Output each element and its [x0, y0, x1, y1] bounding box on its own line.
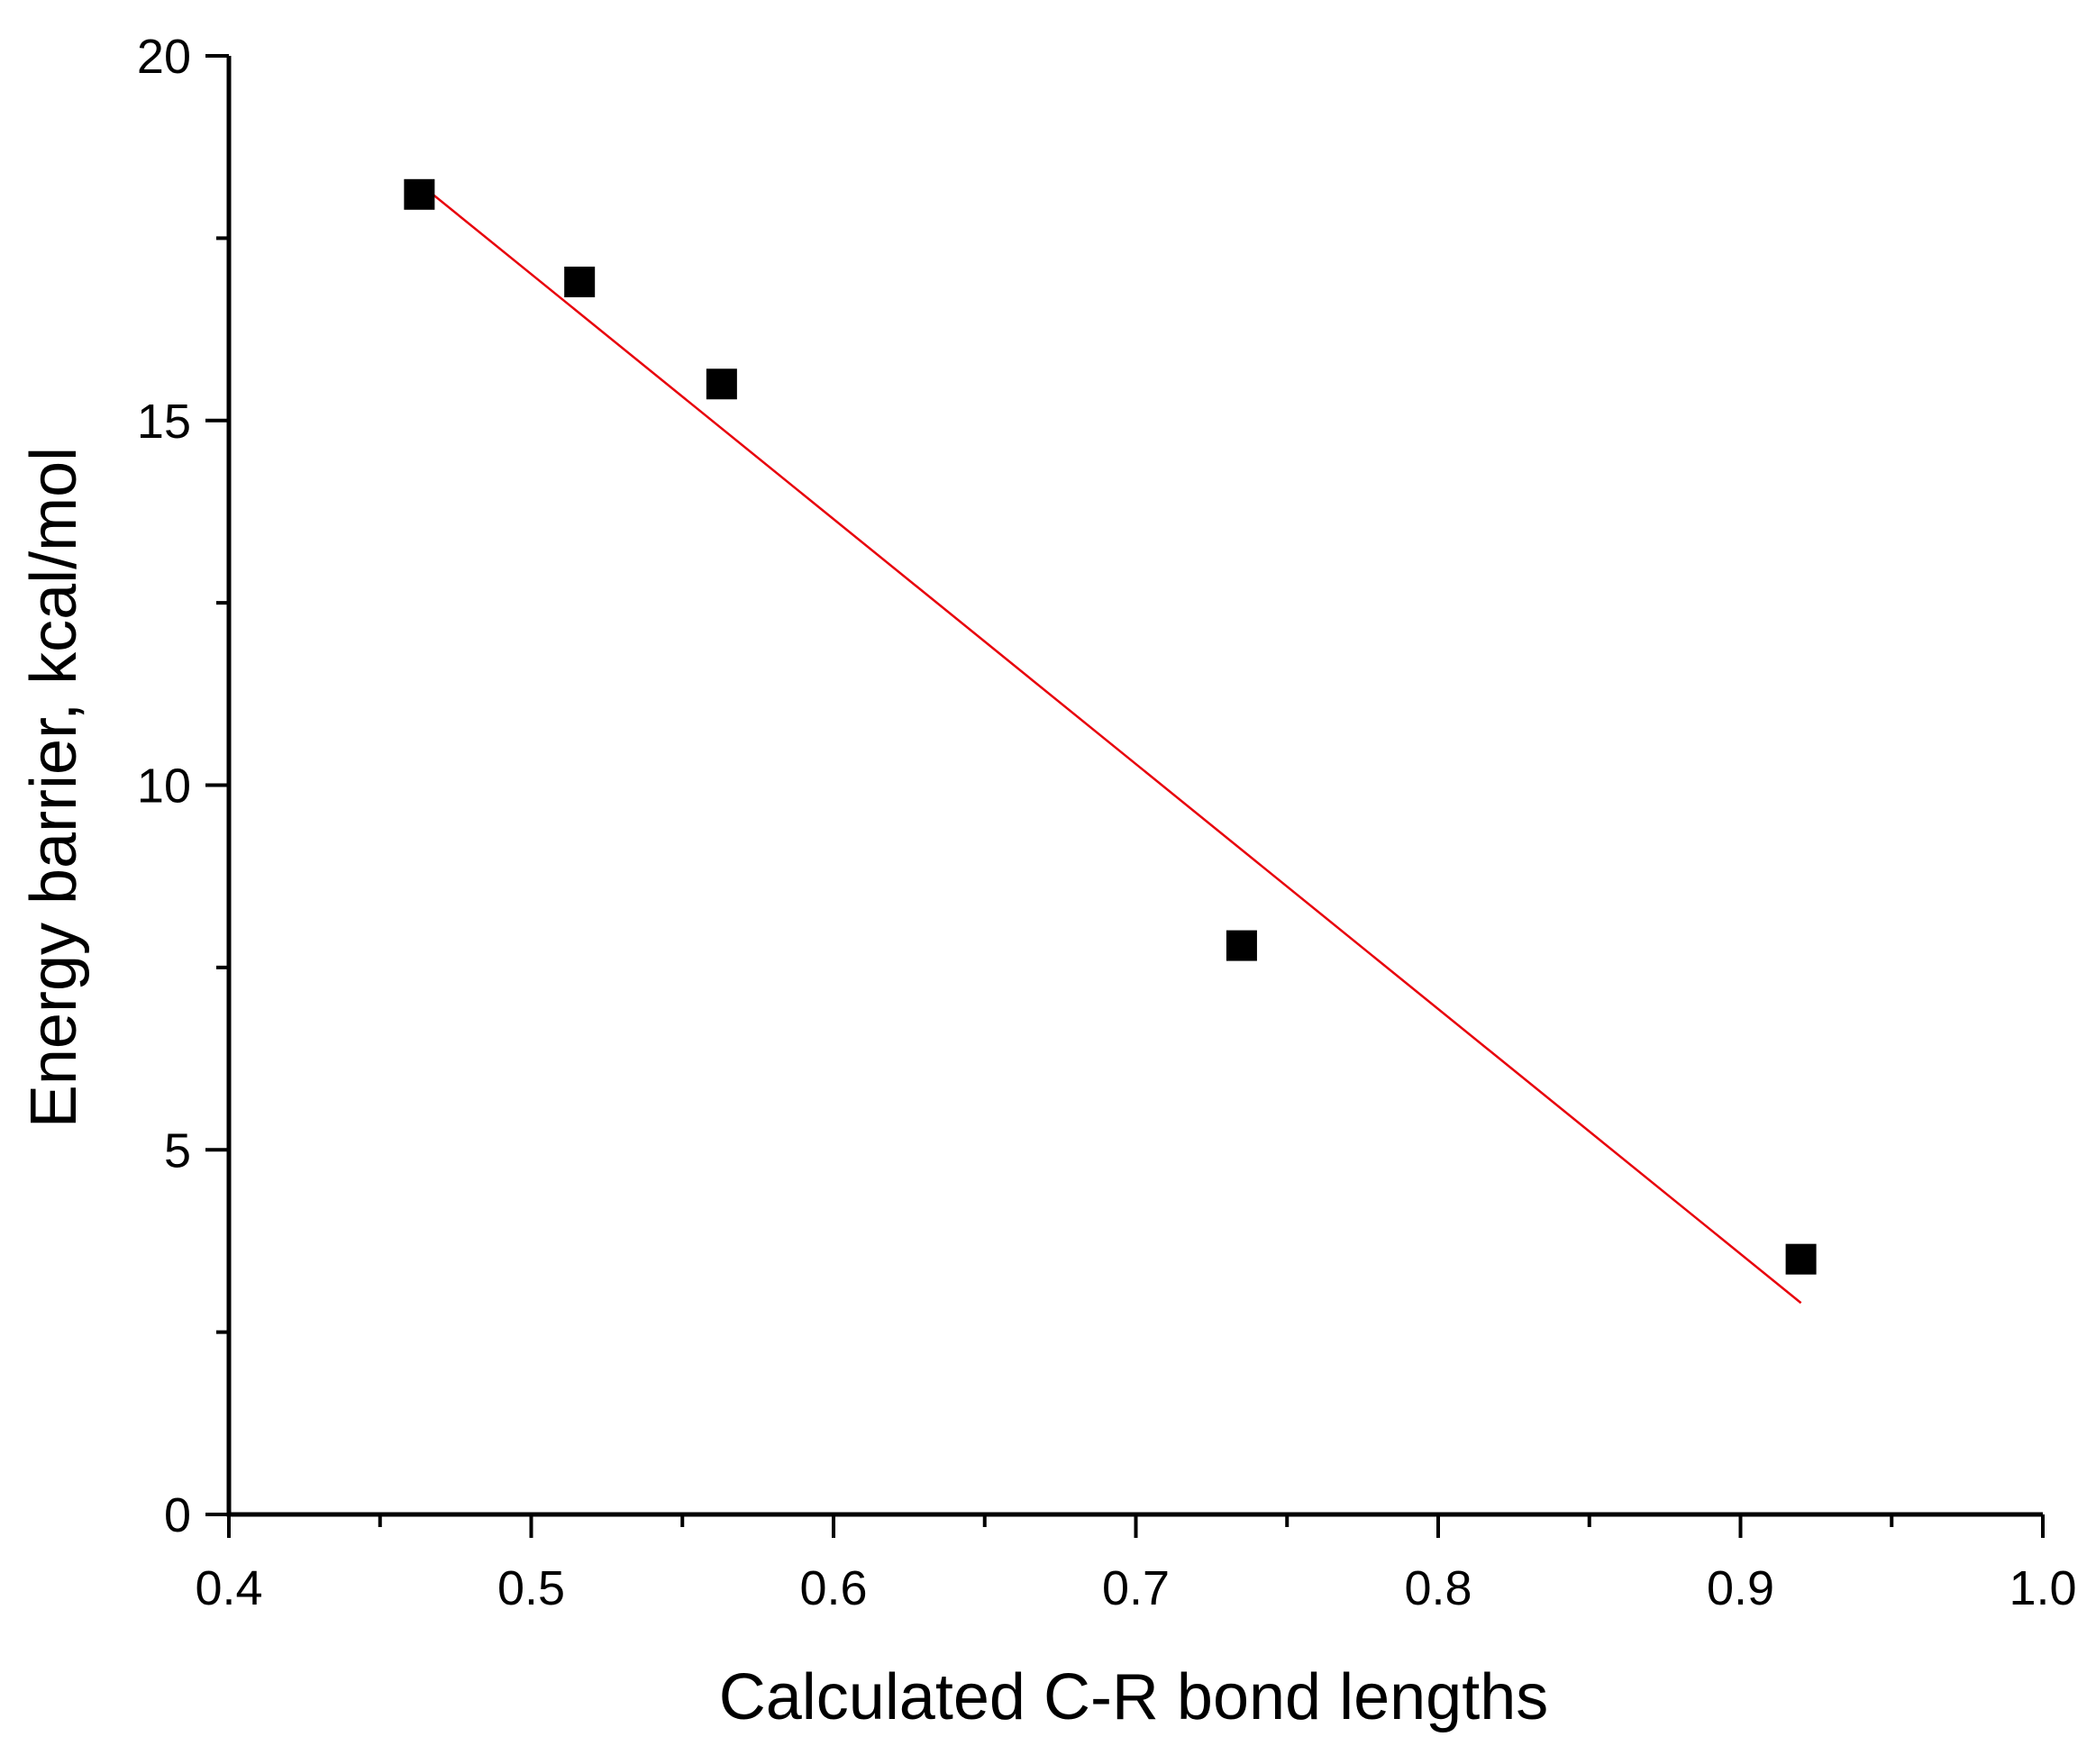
- data-point: [1785, 1243, 1817, 1275]
- y-tick-label: 5: [164, 1123, 191, 1178]
- x-tick-label: 0.7: [1102, 1561, 1170, 1615]
- x-tick-label: 0.8: [1404, 1561, 1472, 1615]
- x-tick-label: 1.0: [2009, 1561, 2076, 1615]
- x-tick-label: 0.4: [195, 1561, 262, 1615]
- x-tick-label: 0.6: [799, 1561, 867, 1615]
- data-points: [404, 178, 1817, 1275]
- data-point: [564, 266, 596, 297]
- data-point: [706, 368, 737, 400]
- axes: [226, 56, 2043, 1517]
- y-axis-label: Energy barrier, kcal/mol: [18, 447, 90, 1128]
- data-point: [1226, 930, 1257, 961]
- x-tick-label: 0.5: [497, 1561, 565, 1615]
- fit-line-group: [418, 182, 1802, 1305]
- y-tick-label: 10: [137, 759, 191, 814]
- ticks: 0.4 0.5 0.6 0.7 0.8 0.9 1.0 0 5 10 15 20: [137, 30, 2077, 1615]
- x-axis-label: Calculated C-R bond lengths: [719, 1661, 1549, 1733]
- data-point: [404, 178, 435, 210]
- y-tick-label: 15: [137, 395, 191, 449]
- x-tick-label: 0.9: [1707, 1561, 1774, 1615]
- y-tick-label: 20: [137, 30, 191, 84]
- fit-line: [418, 182, 1802, 1305]
- y-tick-label: 0: [164, 1488, 191, 1542]
